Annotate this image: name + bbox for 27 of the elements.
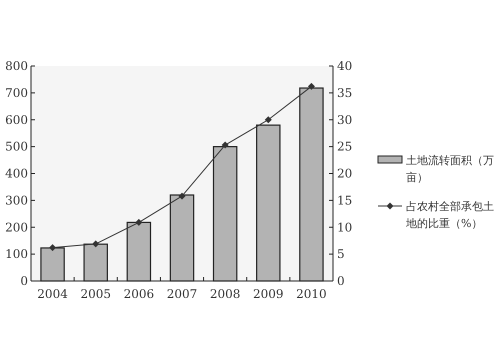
x-tick-label: 2005 — [80, 287, 111, 301]
y-tick-label: 300 — [5, 193, 28, 208]
legend-label: 土地流转面积（万亩） — [406, 153, 494, 186]
y2-tick-label: 40 — [337, 59, 352, 73]
y-tick-label: 0 — [20, 274, 28, 288]
y-tick-label: 700 — [5, 86, 28, 100]
y-tick-label: 100 — [5, 247, 28, 262]
y2-tick-label: 10 — [337, 220, 352, 234]
x-tick-label: 2009 — [253, 287, 284, 301]
x-tick-label: 2007 — [166, 287, 198, 301]
y2-tick-label: 20 — [337, 166, 352, 180]
y2-tick-label: 35 — [337, 86, 352, 100]
y2-tick-label: 5 — [337, 247, 345, 262]
x-tick-label: 2008 — [210, 287, 240, 301]
y2-tick-label: 25 — [337, 140, 352, 154]
y-tick-label: 600 — [5, 112, 28, 127]
y-tick-label: 500 — [5, 140, 28, 154]
x-tick-label: 2004 — [37, 287, 68, 301]
legend-label: 占农村全部承包土地的比重（%） — [406, 199, 494, 232]
y-tick-label: 800 — [5, 59, 28, 73]
x-tick-label: 2010 — [296, 287, 327, 301]
y2-tick-label: 30 — [337, 112, 352, 127]
y-tick-label: 200 — [5, 220, 28, 234]
x-tick-label: 2006 — [124, 287, 154, 301]
y2-tick-label: 0 — [337, 274, 345, 288]
y-tick-label: 400 — [5, 166, 28, 180]
y2-tick-label: 15 — [337, 193, 352, 208]
